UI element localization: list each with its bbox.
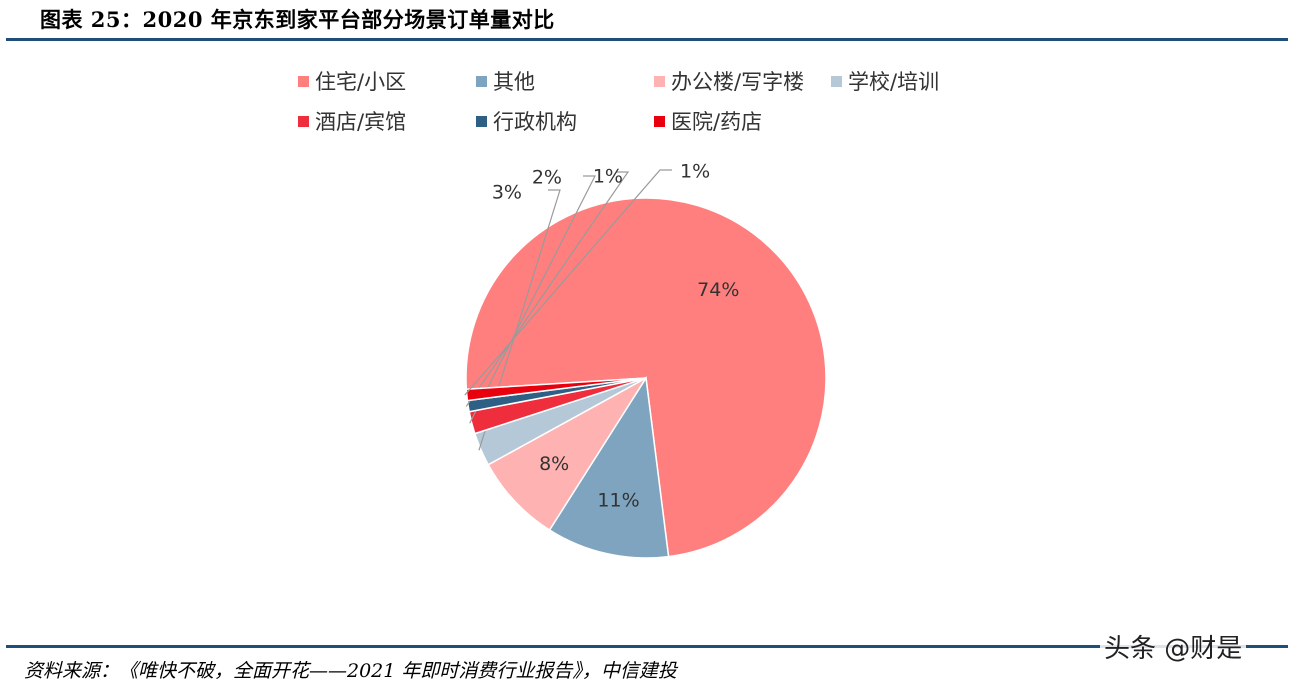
legend-item: 行政机构 bbox=[476, 106, 577, 136]
legend-label: 行政机构 bbox=[493, 110, 577, 134]
pie-slice bbox=[487, 377, 647, 532]
legend-item: 其他 bbox=[476, 66, 535, 96]
legend-swatch bbox=[654, 75, 665, 87]
legend-item: 医院/药店 bbox=[654, 106, 762, 136]
legend-swatch bbox=[831, 75, 842, 87]
leader-line bbox=[478, 189, 561, 451]
figure-title: 图表 25：2020 年京东到家平台部分场景订单量对比 bbox=[40, 7, 555, 32]
title-divider bbox=[6, 38, 1288, 41]
legend-label: 学校/培训 bbox=[848, 70, 940, 94]
slice-data-label: 11% bbox=[597, 489, 639, 511]
leader-line bbox=[464, 169, 672, 396]
legend-swatch bbox=[654, 115, 665, 127]
pie-slice bbox=[465, 377, 647, 402]
pie-chart: 74% 11% 8% 3% 2% 1% 1% bbox=[464, 161, 827, 559]
legend-label: 酒店/宾馆 bbox=[315, 110, 407, 134]
legend-item: 办公楼/写字楼 bbox=[654, 66, 804, 96]
chart-legend: 住宅/小区 其他 办公楼/写字楼 学校/培训 酒店/宾馆 行政机构 医院/药店 bbox=[298, 66, 998, 146]
source-note: 资料来源：《唯快不破，全面开花——2021 年即时消费行业报告》，中信建投 bbox=[24, 660, 677, 682]
slice-data-label: 74% bbox=[697, 279, 739, 301]
legend-item: 学校/培训 bbox=[831, 66, 939, 96]
leader-line bbox=[465, 171, 630, 407]
slice-data-label: 2% bbox=[532, 167, 562, 189]
slice-data-label: 1% bbox=[593, 166, 623, 188]
legend-item: 酒店/宾馆 bbox=[298, 106, 406, 136]
source-divider bbox=[6, 645, 1288, 648]
slice-data-label: 8% bbox=[539, 453, 569, 475]
legend-swatch bbox=[476, 115, 487, 127]
legend-label: 其他 bbox=[493, 70, 535, 94]
legend-swatch bbox=[298, 115, 309, 127]
slice-data-label: 3% bbox=[492, 182, 522, 204]
legend-swatch bbox=[298, 75, 309, 87]
legend-label: 医院/药店 bbox=[671, 110, 763, 134]
legend-swatch bbox=[476, 75, 487, 87]
legend-label: 住宅/小区 bbox=[315, 70, 407, 94]
legend-label: 办公楼/写字楼 bbox=[671, 70, 805, 94]
pie-slice bbox=[548, 375, 670, 559]
legend-item: 住宅/小区 bbox=[298, 66, 406, 96]
slice-data-label: 1% bbox=[680, 161, 710, 183]
watermark: 头条 @财是 bbox=[1100, 628, 1247, 665]
